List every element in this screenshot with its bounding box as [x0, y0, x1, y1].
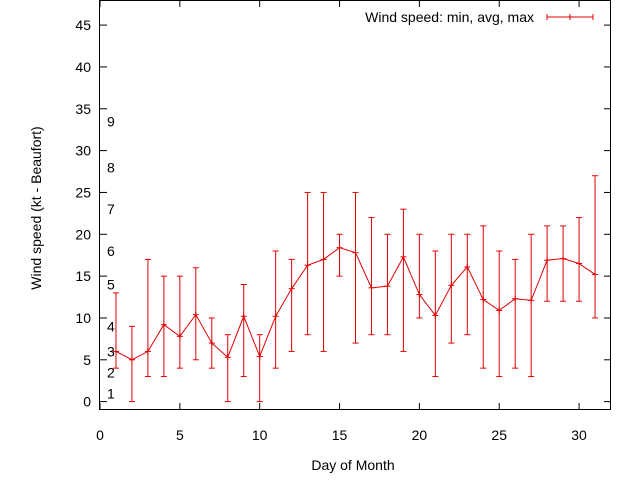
y-tick-label: 25 — [75, 184, 91, 200]
data-point — [384, 283, 391, 290]
y-tick-label: 5 — [83, 352, 91, 368]
x-tick-label: 5 — [176, 427, 184, 443]
y-tick-label: 40 — [75, 59, 91, 75]
data-point — [400, 253, 407, 260]
data-point — [320, 256, 327, 263]
data-point — [592, 271, 599, 278]
beaufort-scale-labels: 1 2 3 4 5 6 7 8 9 — [107, 113, 115, 401]
data-point — [544, 257, 551, 264]
legend-label: Wind speed: min, avg, max — [365, 9, 534, 25]
data-point — [304, 262, 311, 269]
data-point — [144, 348, 151, 355]
beaufort-label: 1 — [107, 385, 115, 401]
data-point — [416, 291, 423, 298]
y-tick-label: 15 — [75, 268, 91, 284]
data-point — [576, 260, 583, 267]
data-point — [512, 295, 519, 302]
beaufort-label: 6 — [107, 243, 115, 259]
data-point — [528, 297, 535, 304]
x-tick-label: 20 — [412, 427, 428, 443]
data-point — [160, 321, 167, 328]
data-point — [256, 353, 263, 360]
x-tick-label: 25 — [491, 427, 507, 443]
data-point — [480, 296, 487, 303]
data-point — [208, 340, 215, 347]
y-tick-label: 45 — [75, 17, 91, 33]
x-axis-title: Day of Month — [311, 457, 394, 473]
y-tick-label: 0 — [83, 394, 91, 410]
y-tick-label: 35 — [75, 101, 91, 117]
data-point — [192, 311, 199, 318]
data-point — [560, 255, 567, 262]
beaufort-label: 7 — [107, 201, 115, 217]
beaufort-label: 3 — [107, 343, 115, 359]
x-tick-label: 0 — [96, 427, 104, 443]
x-tick-label: 15 — [332, 427, 348, 443]
beaufort-label: 9 — [107, 113, 115, 129]
legend: Wind speed: min, avg, max — [365, 9, 594, 25]
x-tick-label: 10 — [252, 427, 268, 443]
y-tick-label: 30 — [75, 143, 91, 159]
data-point — [496, 307, 503, 314]
data-point — [368, 284, 375, 291]
data-point — [432, 312, 439, 319]
beaufort-label: 8 — [107, 159, 115, 175]
data-point — [240, 313, 247, 320]
data-point — [448, 282, 455, 289]
beaufort-label: 5 — [107, 276, 115, 292]
y-tick-label: 20 — [75, 226, 91, 242]
data-point — [464, 263, 471, 270]
beaufort-label: 2 — [107, 364, 115, 380]
plot-frame — [99, 0, 611, 410]
data-point — [128, 356, 135, 363]
data-point — [112, 348, 119, 355]
error-bars — [112, 175, 599, 403]
series-line-group — [112, 244, 599, 363]
legend-sample-line — [546, 14, 594, 20]
axis-ticks — [99, 0, 611, 410]
y-tick-label: 10 — [75, 310, 91, 326]
data-point — [272, 313, 279, 320]
data-point — [224, 354, 231, 361]
beaufort-label: 4 — [107, 318, 115, 334]
data-point — [352, 249, 359, 256]
data-point — [176, 333, 183, 340]
data-point — [288, 285, 295, 292]
data-point — [336, 244, 343, 251]
x-tick-label: 30 — [571, 427, 587, 443]
y-axis-title: Wind speed (kt - Beaufort) — [28, 126, 44, 289]
